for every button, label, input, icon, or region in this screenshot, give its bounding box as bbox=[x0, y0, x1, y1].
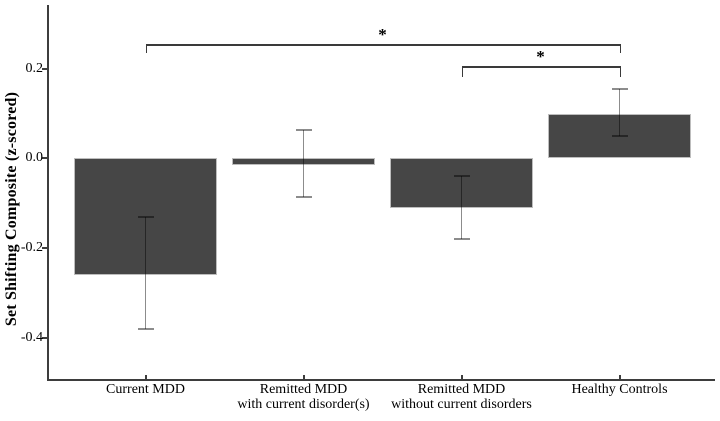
error-bar-cap-bottom bbox=[453, 238, 470, 241]
x-axis-tick bbox=[302, 375, 305, 379]
y-axis-tick bbox=[42, 336, 47, 339]
error-bar-line bbox=[460, 176, 463, 240]
error-bar-cap-bottom bbox=[295, 196, 312, 199]
y-axis-tick-label: 0.2 bbox=[25, 60, 44, 76]
error-bar-cap-bottom bbox=[611, 134, 628, 137]
x-axis-label: Remitted MDD without current disorders bbox=[352, 382, 572, 412]
y-axis-line bbox=[47, 5, 49, 381]
x-axis-tick bbox=[144, 375, 147, 379]
significance-bracket-tick-left bbox=[461, 66, 463, 78]
error-bar-cap-top bbox=[611, 87, 628, 90]
significance-bracket-tick-left bbox=[145, 44, 147, 54]
error-bar-line bbox=[618, 88, 621, 136]
x-axis-label: Remitted MDD with current disorder(s) bbox=[194, 382, 414, 412]
x-axis-tick bbox=[460, 375, 463, 379]
y-axis-tick bbox=[42, 157, 47, 160]
x-axis-label-line: Remitted MDD bbox=[417, 382, 506, 397]
significance-star: * bbox=[378, 25, 387, 44]
x-axis-label: Healthy Controls bbox=[510, 382, 720, 397]
x-axis-label-line: with current disorder(s) bbox=[237, 397, 370, 412]
error-bar-cap-top bbox=[137, 215, 154, 218]
x-axis-label-line: without current disorders bbox=[391, 397, 532, 412]
x-axis-label-line: Remitted MDD bbox=[259, 382, 348, 397]
y-axis-tick bbox=[42, 67, 47, 70]
bar bbox=[74, 158, 217, 275]
y-axis-tick-label: -0.2 bbox=[20, 240, 43, 256]
x-axis-tick bbox=[618, 375, 621, 379]
significance-bracket-tick-right bbox=[619, 66, 621, 78]
significance-star: * bbox=[536, 47, 545, 67]
x-axis-line bbox=[47, 379, 715, 381]
bar bbox=[390, 158, 533, 208]
bar bbox=[232, 158, 375, 166]
x-axis-label: Current MDD bbox=[36, 382, 256, 397]
x-axis-label-line: Current MDD bbox=[106, 382, 185, 397]
error-bar-cap-bottom bbox=[137, 327, 154, 330]
y-axis-tick-label: -0.4 bbox=[20, 329, 43, 345]
significance-bracket-tick-right bbox=[619, 44, 621, 54]
significance-bracket-line bbox=[145, 44, 621, 46]
error-bar-cap-top bbox=[295, 129, 312, 132]
error-bar-line bbox=[144, 216, 147, 329]
error-bar-cap-top bbox=[453, 175, 470, 178]
x-axis-label-line: Healthy Controls bbox=[571, 382, 668, 397]
y-axis-tick bbox=[42, 247, 47, 250]
bar bbox=[548, 113, 691, 159]
significance-bracket-line bbox=[461, 66, 621, 68]
error-bar-line bbox=[302, 130, 305, 198]
y-axis-tick-label: 0.0 bbox=[25, 150, 44, 166]
